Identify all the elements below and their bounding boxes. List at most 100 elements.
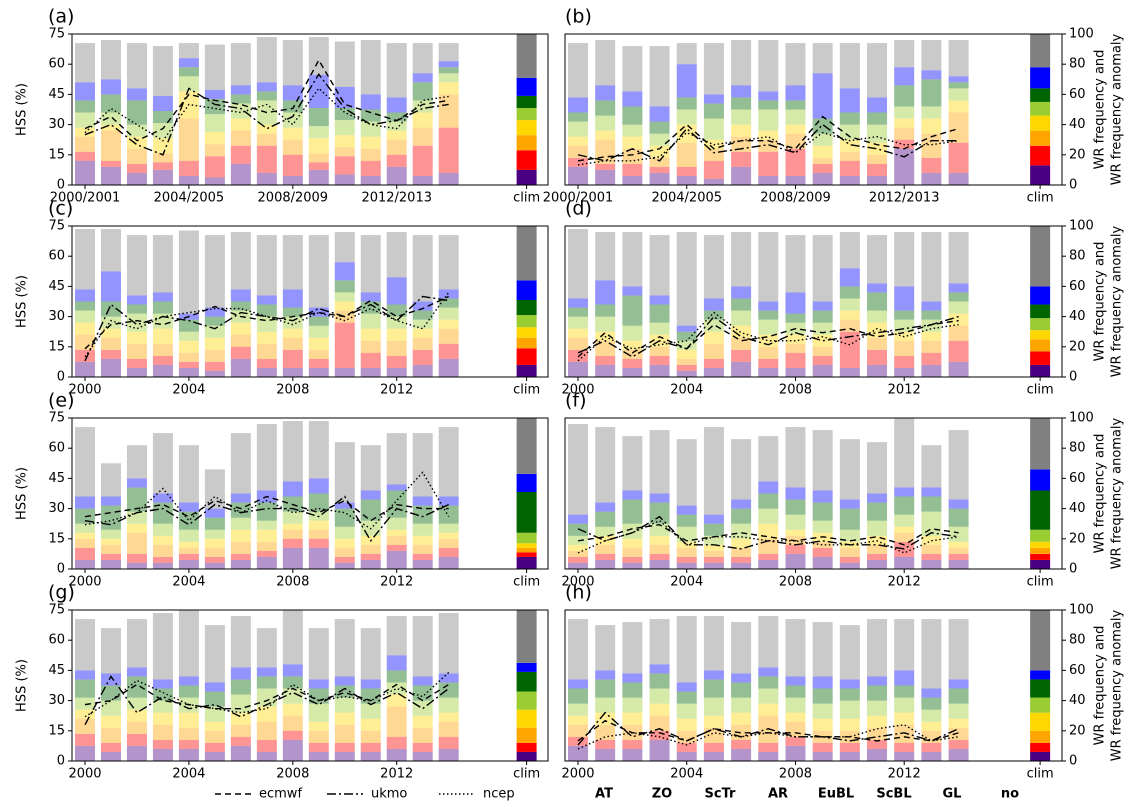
bar-segment <box>516 671 537 692</box>
bar-segment <box>204 98 225 115</box>
x-tick-label: 2004/2005 <box>154 191 225 206</box>
bar-segment <box>703 427 724 515</box>
bar-segment <box>204 337 225 350</box>
bar-segment <box>204 370 225 377</box>
hss-line <box>84 73 449 156</box>
y-axis-label: HSS (%) <box>15 83 30 136</box>
bar-segment <box>568 715 588 725</box>
x-tick-label: 2012/2013 <box>361 191 432 206</box>
bar-segment <box>839 700 860 719</box>
bar-segment <box>839 718 860 731</box>
bar-segment <box>649 172 670 185</box>
bar-segment <box>282 127 303 140</box>
legend-label: ncep <box>483 787 515 802</box>
y-tick-label: 60 <box>48 441 65 456</box>
bar-segment <box>948 112 969 143</box>
bar-segment <box>894 67 915 86</box>
bar-segment <box>308 358 329 368</box>
bar-segment <box>1030 364 1051 377</box>
x-tick-label: 2008 <box>276 383 309 398</box>
bar-segment <box>622 295 643 326</box>
bar-segment <box>948 292 969 302</box>
bar-segment <box>758 616 779 668</box>
bar-segment <box>1030 742 1051 752</box>
bar-segment <box>282 481 303 497</box>
bar-segment <box>412 337 433 350</box>
bar-segment <box>622 358 643 368</box>
bar-segment <box>256 343 277 359</box>
bar-segment <box>100 496 121 506</box>
bar-segment <box>100 673 121 686</box>
bar-segment <box>230 541 251 554</box>
legend: ecmwf ukmo ncep AT ZO ScTr AR EuBL ScBL GL no <box>215 787 1019 802</box>
bar-segment <box>622 175 643 185</box>
bar-segment <box>282 139 303 155</box>
bar-segment <box>568 361 588 377</box>
x-tick-label: 2000 <box>561 575 594 590</box>
bar-segment <box>230 553 251 560</box>
bar-segment <box>100 538 121 545</box>
bar-segment <box>839 439 860 500</box>
bar-segment <box>1030 559 1051 569</box>
bar-segment <box>100 727 121 743</box>
bar-segment <box>386 367 407 377</box>
bar-segment <box>308 730 329 743</box>
legend-regime: no <box>1001 787 1019 802</box>
bar-segment <box>126 88 147 101</box>
bar-segment <box>703 43 724 95</box>
bar-segment <box>100 337 121 350</box>
bar-segment <box>386 355 407 368</box>
bar-segment <box>595 115 616 131</box>
bar-segment <box>867 154 888 164</box>
bar-segment <box>595 139 616 164</box>
bar-segment <box>839 286 860 299</box>
bar-segment <box>256 424 277 491</box>
hss-line <box>84 471 450 530</box>
bar-segment <box>412 328 433 338</box>
bar-segment <box>204 706 225 722</box>
axes-frame <box>564 417 1063 570</box>
bar-segment <box>1030 318 1051 331</box>
bar-segment <box>839 751 860 761</box>
bar-segment <box>839 679 860 689</box>
bar-segment <box>256 721 277 740</box>
bar-segment <box>622 286 643 296</box>
bar-segment <box>178 43 199 59</box>
bar-segment <box>152 301 173 314</box>
bar-segment <box>785 553 806 569</box>
bar-segment <box>676 232 697 326</box>
bar-segment <box>948 82 969 89</box>
bar-segment <box>360 148 381 161</box>
y2-axis-label: WR frequency and <box>1093 50 1108 170</box>
bar-segment <box>1030 469 1051 491</box>
bar-segment <box>100 79 121 95</box>
bar-segment <box>948 559 969 569</box>
bar-segment <box>516 532 537 544</box>
bar-segment <box>894 367 915 377</box>
bar-segment <box>731 508 752 524</box>
bar-segment <box>308 421 329 479</box>
y2-tick-label: 80 <box>1069 633 1086 648</box>
bar-segment <box>412 82 433 101</box>
bar-segment <box>438 547 459 557</box>
bar-segment <box>334 135 355 148</box>
bar-segment <box>758 367 779 377</box>
bar-segment <box>649 739 670 761</box>
bar-segment <box>126 733 147 746</box>
bar-segment <box>731 109 752 125</box>
bar-segment <box>256 529 277 542</box>
bar-segment <box>438 532 459 539</box>
panel: 2000 2004 2008 2012 clim 0 20 40 60 80 100 (h) WR fr… <box>561 582 1124 782</box>
bar-segment <box>334 301 355 311</box>
bar-segment <box>649 133 670 146</box>
bar-segment <box>812 520 833 533</box>
bar-segment <box>839 367 860 377</box>
hss-line <box>84 683 450 710</box>
bar-segment <box>178 331 199 341</box>
bar-segment <box>204 730 225 743</box>
bar-segment <box>731 310 752 326</box>
bar-segment <box>282 688 303 704</box>
bar-segment <box>839 331 860 368</box>
bar-segment <box>334 120 355 136</box>
bar-segment <box>921 40 942 71</box>
